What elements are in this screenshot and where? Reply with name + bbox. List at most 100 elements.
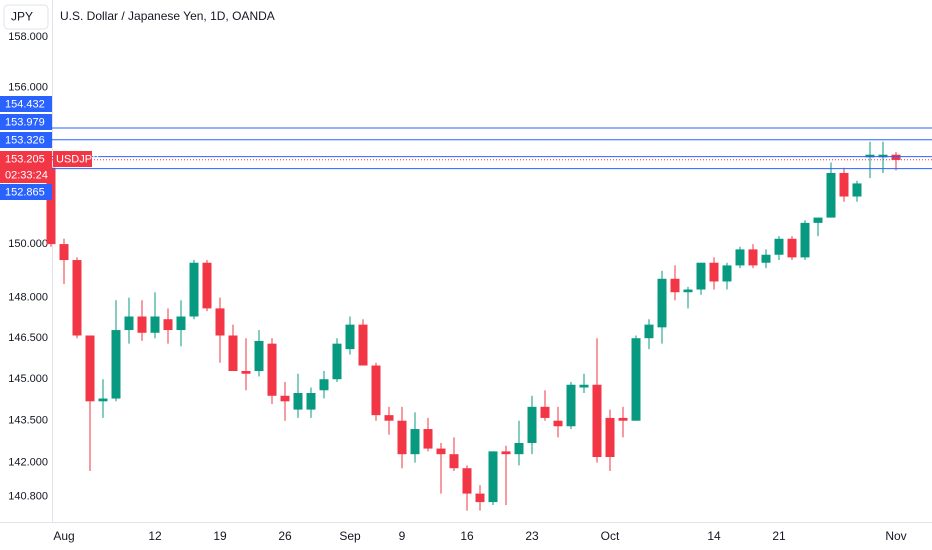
candle-body <box>163 319 173 331</box>
price-tag: 153.979 <box>5 116 45 128</box>
x-tick-label: Oct <box>601 529 620 543</box>
candle-body <box>592 384 602 457</box>
candle-body <box>891 154 901 160</box>
candle-body <box>644 324 654 339</box>
candle-body <box>878 154 888 158</box>
candle-body <box>748 249 758 266</box>
candle-body <box>215 308 225 336</box>
candle-body <box>423 429 433 449</box>
candle-body <box>501 451 511 455</box>
countdown: 02:33:24 <box>5 169 48 181</box>
candle-body <box>735 249 745 266</box>
y-tick-label: 156.000 <box>8 82 48 94</box>
candle-body <box>124 316 134 331</box>
candle-body <box>332 343 342 380</box>
candle-body <box>358 324 368 366</box>
candle-body <box>800 222 810 258</box>
candle-body <box>761 254 771 263</box>
candle-body <box>540 406 550 418</box>
price-tag-bg <box>0 132 52 148</box>
x-tick-label: 19 <box>213 529 227 543</box>
x-tick-label: 16 <box>460 529 474 543</box>
candle-body <box>150 316 160 333</box>
chart-title: U.S. Dollar / Japanese Yen, 1D, OANDA <box>60 9 275 23</box>
y-tick-label: 143.500 <box>8 415 48 427</box>
candle-body <box>787 238 797 258</box>
candle-body <box>436 448 446 455</box>
x-tick-label: Nov <box>885 529 906 543</box>
candle-body <box>839 172 849 197</box>
candle-body <box>579 384 589 388</box>
x-tick-label: 12 <box>148 529 162 543</box>
price-tag: 154.432 <box>5 98 45 110</box>
candle-body <box>488 451 498 503</box>
candle-body <box>202 262 212 309</box>
price-tag-bg <box>0 151 52 167</box>
candle-body <box>774 238 784 255</box>
candle-body <box>241 371 251 374</box>
candle-body <box>826 172 836 218</box>
candle-body <box>72 260 82 336</box>
candle-body <box>683 289 693 293</box>
symbol-tag-bg <box>53 151 92 167</box>
candle-body <box>722 265 732 282</box>
candle-body <box>475 493 485 503</box>
candle-body <box>189 262 199 317</box>
x-tick-label: Aug <box>53 529 74 543</box>
candle-body <box>657 278 667 328</box>
price-tag-bg <box>0 96 52 112</box>
y-tick-label: 140.800 <box>8 490 48 502</box>
candle-body <box>371 365 381 416</box>
candle-body <box>865 154 875 158</box>
candle-body <box>670 278 680 293</box>
price-tag: 152.865 <box>5 186 45 198</box>
price-tag-bg <box>0 114 52 130</box>
candle-body <box>852 183 862 197</box>
candle-body <box>553 420 563 427</box>
candle-body <box>397 420 407 455</box>
y-tick-label: 145.000 <box>8 373 48 385</box>
x-tick-label: 14 <box>707 529 721 543</box>
y-tick-label: 142.000 <box>8 457 48 469</box>
candle-body <box>319 379 329 391</box>
candle-body <box>137 316 147 333</box>
candle-body <box>293 393 303 410</box>
candle-body <box>267 343 277 396</box>
candle-body <box>566 384 576 427</box>
candle-body <box>384 415 394 421</box>
price-tag: 153.326 <box>5 134 45 146</box>
candle-body <box>527 406 537 443</box>
candle-body <box>514 442 524 455</box>
candle-body <box>345 324 355 350</box>
y-tick-label: 150.000 <box>8 238 48 250</box>
candle-body <box>85 335 95 402</box>
currency-button[interactable] <box>3 4 49 30</box>
countdown-bg <box>0 167 52 183</box>
candle-body <box>228 335 238 372</box>
currency-label: JPY <box>11 10 33 24</box>
x-tick-label: 23 <box>525 529 539 543</box>
candle-body <box>254 340 264 372</box>
candle-body <box>631 338 641 421</box>
candle-body <box>709 262 719 282</box>
candle-body <box>280 395 290 402</box>
price-tag-bg <box>0 184 52 200</box>
candle-body <box>111 330 121 399</box>
y-tick-label: 158.000 <box>8 31 48 43</box>
candle-body <box>605 417 615 457</box>
candle-body <box>176 316 186 331</box>
x-tick-label: Sep <box>339 529 361 543</box>
candle-body <box>618 417 628 421</box>
candle-body <box>98 398 108 402</box>
candle-body <box>449 454 459 469</box>
candle-body <box>462 468 472 494</box>
x-tick-label: 9 <box>399 529 406 543</box>
candle-body <box>46 167 56 245</box>
y-tick-label: 148.000 <box>8 292 48 304</box>
candle-body <box>410 429 420 455</box>
price-tag: 153.205 <box>5 153 45 165</box>
candle-body <box>696 262 706 290</box>
